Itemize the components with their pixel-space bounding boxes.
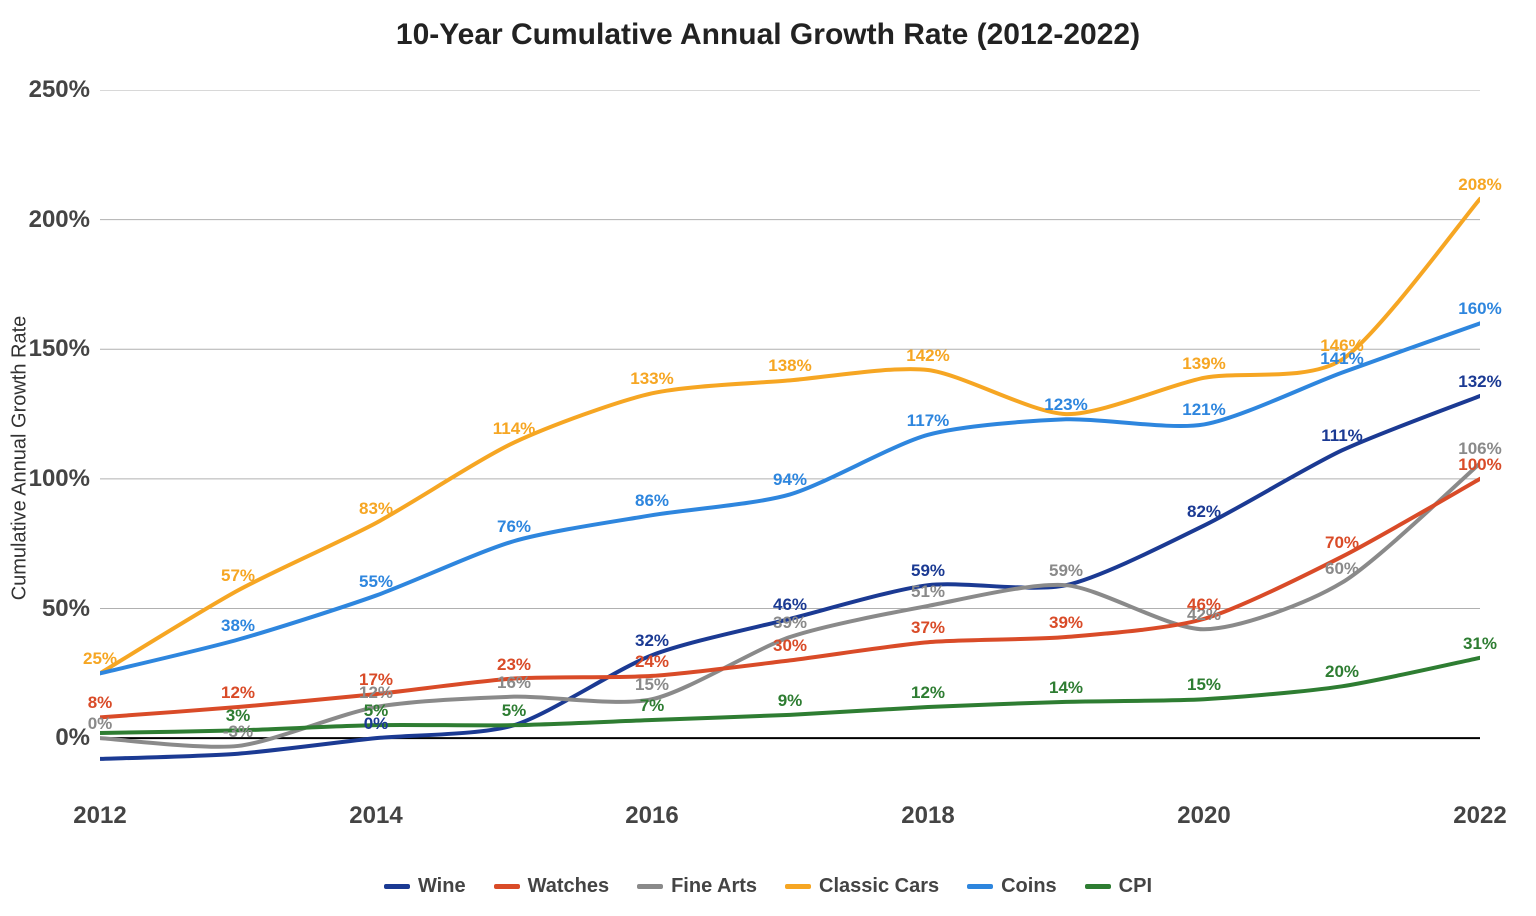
legend-item-cpi: CPI [1085,875,1152,898]
y-tick-label: 0% [55,724,90,752]
y-tick-label: 200% [29,206,90,234]
series-line-cpi [100,658,1480,733]
legend-item-wine: Wine [384,875,466,898]
plot-area: 0%50%100%150%200%250%2012201420162018202… [100,90,1480,790]
legend-label: Fine Arts [671,875,757,898]
legend-swatch [967,884,993,889]
y-tick-label: 100% [29,465,90,493]
legend-item-watches: Watches [494,875,610,898]
x-tick-label: 2012 [73,802,126,830]
series-line-classic-cars [100,199,1480,673]
legend-label: Classic Cars [819,875,939,898]
x-tick-label: 2022 [1453,802,1506,830]
legend-item-coins: Coins [967,875,1057,898]
legend-swatch [637,884,663,889]
y-tick-label: 150% [29,335,90,363]
legend-swatch [494,884,520,889]
legend-label: Coins [1001,875,1057,898]
x-tick-label: 2018 [901,802,954,830]
x-tick-label: 2016 [625,802,678,830]
x-tick-label: 2014 [349,802,402,830]
chart-title: 10-Year Cumulative Annual Growth Rate (2… [0,18,1536,52]
legend-swatch [384,884,410,889]
series-line-wine [100,396,1480,759]
legend: Wine Watches Fine Arts Classic Cars Coins CPI [0,875,1536,898]
legend-swatch [1085,884,1111,889]
series-line-watches [100,479,1480,718]
legend-item-fine-arts: Fine Arts [637,875,757,898]
chart-container: 10-Year Cumulative Annual Growth Rate (2… [0,0,1536,916]
chart-svg [100,90,1480,790]
legend-swatch [785,884,811,889]
series-line-fine-arts [100,463,1480,746]
legend-label: Watches [528,875,610,898]
legend-item-classic-cars: Classic Cars [785,875,939,898]
y-tick-label: 50% [42,595,90,623]
y-tick-label: 250% [29,76,90,104]
x-tick-label: 2020 [1177,802,1230,830]
legend-label: Wine [418,875,466,898]
legend-label: CPI [1119,875,1152,898]
